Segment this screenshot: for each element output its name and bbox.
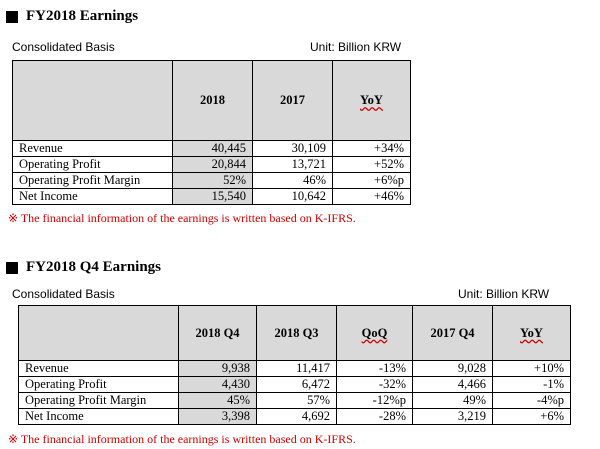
row-label: Operating Profit [12, 156, 173, 173]
header-cell: 2018 Q3 [256, 305, 337, 361]
table-header-row: 2018 2017 YoY [12, 60, 411, 141]
header-cell: YoY [492, 305, 571, 361]
table-cell: +52% [332, 156, 411, 173]
q4-earnings-table: 2018 Q4 2018 Q3 QoQ 2017 Q4 YoY Revenue … [18, 305, 571, 425]
table-row: Revenue 9,938 11,417 -13% 9,028 +10% [18, 360, 571, 377]
table-cell: -28% [336, 408, 413, 425]
table-cell: 15,540 [172, 188, 253, 205]
section-title-q4: FY2018 Q4 Earnings [6, 259, 161, 276]
table-cell: 3,398 [178, 408, 257, 425]
black-square-icon [6, 10, 18, 23]
table-cell: 49% [412, 392, 493, 409]
row-label: Net Income [12, 188, 173, 205]
fy-title: FY2018 Earnings [26, 8, 139, 24]
table-cell: 52% [172, 172, 253, 189]
table-cell: 45% [178, 392, 257, 409]
table-cell: -32% [336, 376, 413, 393]
table-cell: 13,721 [252, 156, 333, 173]
table-row: Operating Profit Margin 52% 46% +6%p [12, 172, 411, 189]
header-cell [18, 305, 179, 361]
q4-note: ※ The financial information of the earni… [8, 432, 356, 446]
table-row: Operating Profit 20,844 13,721 +52% [12, 156, 411, 173]
row-label: Operating Profit Margin [12, 172, 173, 189]
table-cell: 46% [252, 172, 333, 189]
fy-note: ※ The financial information of the earni… [8, 211, 356, 225]
row-label: Operating Profit [18, 376, 179, 393]
table-cell: 3,219 [412, 408, 493, 425]
table-row: Operating Profit Margin 45% 57% -12%p 49… [18, 392, 571, 409]
table-cell: -4%p [492, 392, 571, 409]
table-row: Net Income 15,540 10,642 +46% [12, 188, 411, 205]
table-cell: 40,445 [172, 140, 253, 157]
table-cell: 4,466 [412, 376, 493, 393]
header-cell [12, 60, 173, 141]
header-cell: 2018 Q4 [178, 305, 257, 361]
table-row: Net Income 3,398 4,692 -28% 3,219 +6% [18, 408, 571, 425]
table-cell: +46% [332, 188, 411, 205]
header-cell: 2017 [252, 60, 333, 141]
table-cell: 6,472 [256, 376, 337, 393]
header-cell: QoQ [336, 305, 413, 361]
header-cell: 2017 Q4 [412, 305, 493, 361]
fy-unit: Unit: Billion KRW [310, 40, 402, 54]
fy-earnings-table: 2018 2017 YoY Revenue 40,445 30,109 +34%… [12, 60, 411, 205]
table-row: Revenue 40,445 30,109 +34% [12, 140, 411, 157]
table-cell: 11,417 [256, 360, 337, 377]
table-cell: -13% [336, 360, 413, 377]
q4-unit: Unit: Billion KRW [458, 287, 550, 301]
q4-basis: Consolidated Basis [12, 287, 115, 301]
section-title-fy2018: FY2018 Earnings [6, 8, 138, 25]
table-cell: 4,430 [178, 376, 257, 393]
row-label: Operating Profit Margin [18, 392, 179, 409]
qoq-header: QoQ [361, 325, 388, 340]
table-cell: +6%p [332, 172, 411, 189]
header-cell: 2018 [172, 60, 253, 141]
table-cell: 57% [256, 392, 337, 409]
table-header-row: 2018 Q4 2018 Q3 QoQ 2017 Q4 YoY [18, 305, 571, 361]
fy-basis: Consolidated Basis [12, 40, 115, 54]
yoy-header: YoY [520, 325, 543, 340]
row-label: Revenue [12, 140, 173, 157]
table-cell: 10,642 [252, 188, 333, 205]
header-cell: YoY [332, 60, 411, 141]
black-square-icon [6, 261, 18, 274]
yoy-header: YoY [360, 93, 383, 107]
table-cell: +6% [492, 408, 571, 425]
table-cell: 4,692 [256, 408, 337, 425]
table-cell: -12%p [336, 392, 413, 409]
row-label: Net Income [18, 408, 179, 425]
table-cell: 9,028 [412, 360, 493, 377]
table-cell: +34% [332, 140, 411, 157]
table-row: Operating Profit 4,430 6,472 -32% 4,466 … [18, 376, 571, 393]
row-label: Revenue [18, 360, 179, 377]
q4-title: FY2018 Q4 Earnings [26, 259, 162, 275]
table-cell: 20,844 [172, 156, 253, 173]
table-cell: +10% [492, 360, 571, 377]
table-cell: 30,109 [252, 140, 333, 157]
table-cell: 9,938 [178, 360, 257, 377]
table-cell: -1% [492, 376, 571, 393]
